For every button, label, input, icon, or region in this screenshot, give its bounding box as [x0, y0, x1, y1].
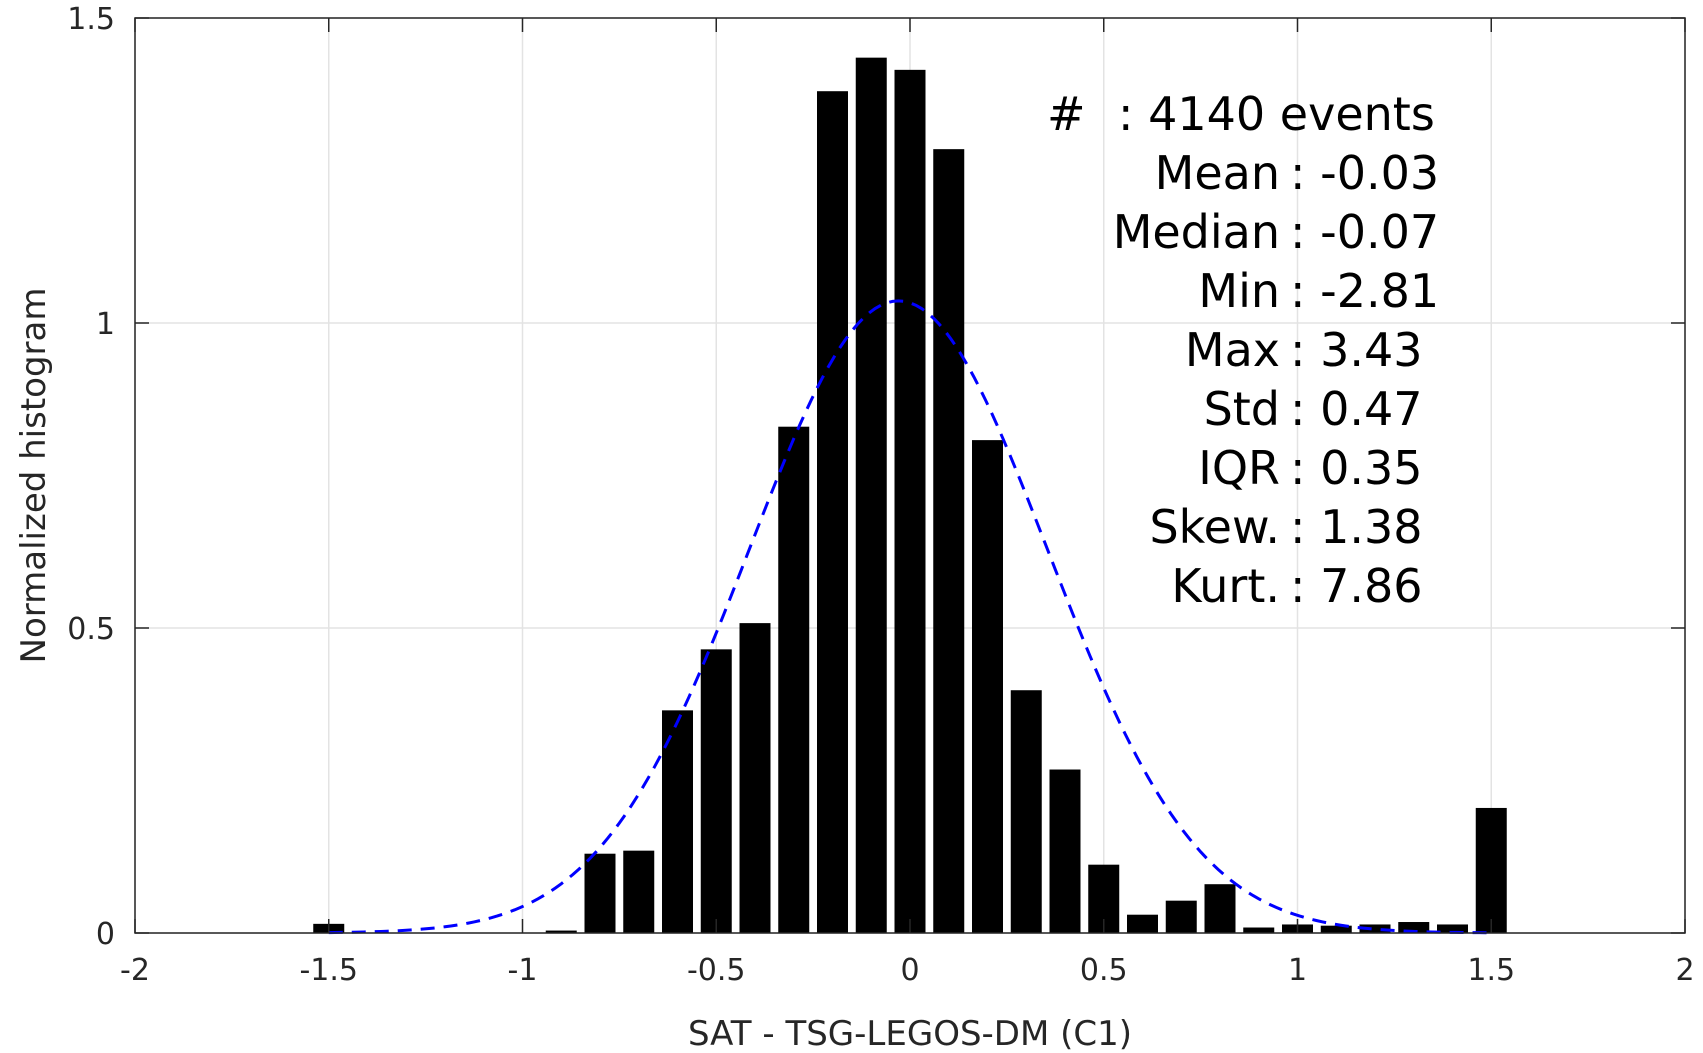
histogram-bar: [739, 623, 771, 933]
y-tick-label: 0.5: [67, 612, 115, 647]
histogram-bar: [1475, 807, 1507, 933]
y-tick-label: 1: [96, 307, 115, 342]
stat-value: : -0.03: [1290, 146, 1439, 200]
stat-value: : -0.07: [1290, 205, 1439, 259]
histogram-bar: [1243, 927, 1275, 933]
x-tick-label: 1.5: [1467, 953, 1515, 988]
histogram-bar: [623, 850, 655, 933]
stat-key: Std: [1204, 382, 1280, 436]
normal-fit-curve: [328, 299, 1492, 935]
stat-key: Kurt.: [1171, 559, 1280, 613]
histogram-bar: [1010, 690, 1042, 933]
histogram-bar: [894, 69, 926, 934]
y-tick-labels: 0 0.5 1 1.5: [67, 2, 115, 952]
histogram-bar: [662, 710, 693, 933]
histogram-bar: [933, 149, 965, 933]
stat-value: : 7.86: [1290, 559, 1423, 613]
histogram-bar: [817, 91, 848, 933]
y-axis-label: Normalized histogram: [14, 288, 54, 664]
histogram-bar: [1398, 922, 1430, 933]
histogram-bar: [855, 57, 887, 933]
histogram-bar: [584, 853, 616, 933]
bars: [313, 57, 1507, 934]
x-tick-label: -2: [120, 953, 150, 988]
x-tick-label: 0.5: [1080, 953, 1128, 988]
stat-value: : -2.81: [1290, 264, 1439, 318]
stat-key: Skew.: [1149, 500, 1280, 554]
histogram-bar: [1127, 914, 1158, 933]
x-tick-label: 0: [900, 953, 919, 988]
histogram-bar: [545, 930, 577, 933]
x-axis-label: SAT - TSG-LEGOS-DM (C1): [688, 1014, 1132, 1053]
x-tick-labels: -2 -1.5 -1 -0.5 0 0.5 1 1.5 2: [120, 953, 1695, 988]
y-tick-label: 0: [96, 917, 115, 952]
histogram-bar: [1165, 900, 1197, 933]
x-tick-label: -0.5: [687, 953, 746, 988]
histogram-bar: [972, 440, 1003, 933]
x-tick-label: -1.5: [299, 953, 358, 988]
y-tick-label: 1.5: [67, 2, 115, 37]
x-tick-label: 2: [1675, 953, 1694, 988]
stat-value: : 3.43: [1290, 323, 1423, 377]
stat-key: #: [1047, 87, 1086, 141]
stat-key: Median: [1113, 205, 1280, 259]
histogram-bar: [1437, 924, 1468, 933]
histogram-bar: [1359, 924, 1391, 933]
stat-key: IQR: [1198, 441, 1280, 495]
axis-ticks: [134, 17, 1686, 934]
x-tick-label: -1: [508, 953, 538, 988]
histogram-bar: [1320, 925, 1352, 933]
stat-key: Mean: [1155, 146, 1280, 200]
stat-key: Min: [1198, 264, 1280, 318]
histogram-bar: [700, 649, 732, 933]
stat-value: : 0.47: [1290, 382, 1423, 436]
histogram-bar: [1204, 884, 1236, 933]
stat-key: Max: [1185, 323, 1280, 377]
x-tick-label: 1: [1288, 953, 1307, 988]
histogram-bar: [1049, 769, 1081, 933]
stat-value: : 1.38: [1290, 500, 1423, 554]
stat-value: : 4140 events: [1118, 87, 1435, 141]
stat-value: : 0.35: [1290, 441, 1423, 495]
histogram-bar: [778, 426, 810, 933]
